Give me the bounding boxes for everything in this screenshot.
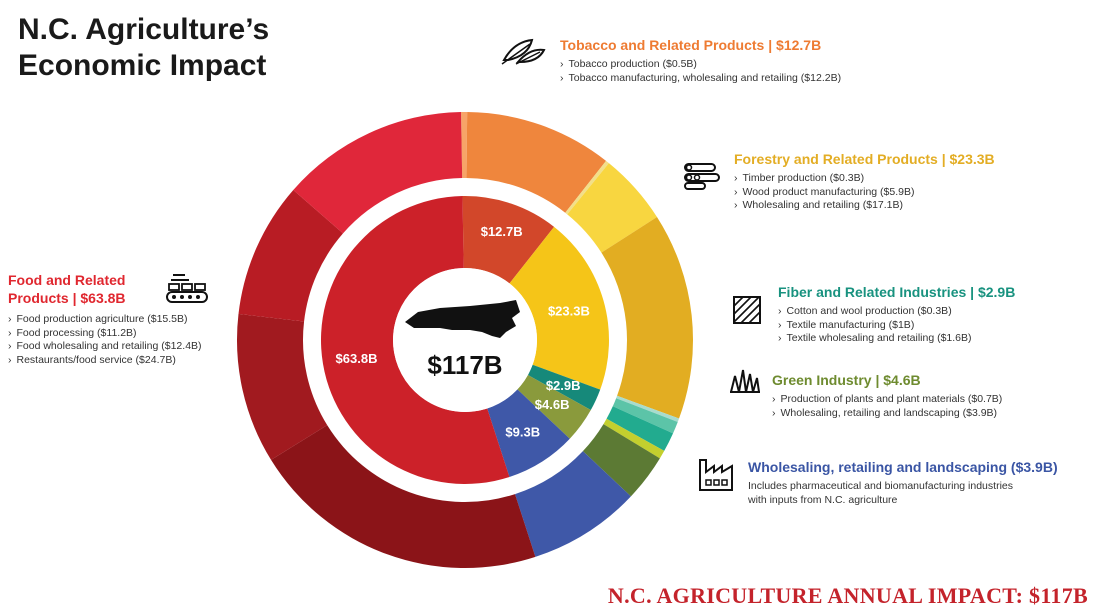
list-item: Food processing ($11.2B) [8,327,202,341]
list-item: Textile manufacturing ($1B) [778,319,1015,333]
logs-icon [684,163,720,190]
inner-slice [509,226,609,390]
slice-label: $63.8B [336,351,378,366]
list-item: Timber production ($0.3B) [734,172,995,186]
slice-label: $2.9B [546,378,581,393]
outer-slice [466,112,607,213]
outer-slice [461,112,468,179]
inner-slice [527,364,601,411]
legend-heading: Forestry and Related Products | $23.3B [734,151,995,167]
legend-desc-line: with inputs from N.C. agriculture [748,493,898,506]
list-item: Tobacco production ($0.5B) [560,58,841,72]
list-item: Cotton and wool production ($0.3B) [778,305,1015,319]
list-item: Wholesaling and retailing ($17.1B) [734,199,995,213]
list-item: Tobacco manufacturing, wholesaling and r… [560,72,842,86]
title-line-2: Economic Impact [18,49,267,82]
list-item: Textile wholesaling and retailing ($1.6B… [778,332,1015,346]
slice-label: $4.6B [535,397,570,412]
outer-slice [236,313,328,460]
leaf-icon [501,38,546,65]
legend-heading: Tobacco and Related Products | $12.7B [560,37,822,53]
list-item: Production of plants and plant materials… [772,393,1003,407]
outer-slice [603,418,665,459]
outer-slice [565,160,609,215]
inner-slice [462,196,555,284]
outer-slice [606,406,674,451]
legend-heading: Fiber and Related Industries | $2.9B [778,284,1016,300]
legend-wholesale: Wholesaling, retailing and landscaping (… [748,458,1058,507]
fabric-icon [733,296,761,324]
outer-slice [238,189,344,322]
outer-slice [612,398,678,434]
legend-food: Food and Related Products | $63.8B Food … [8,271,202,367]
legend-heading-2: Products | $63.8B [8,290,126,306]
legend-desc-line: Includes pharmaceutical and biomanufactu… [748,480,1013,492]
legend-heading-1: Food and Related [8,272,126,288]
slice-label: $23.3B [548,304,590,319]
inner-slice [487,389,570,477]
outer-slice [582,424,660,497]
list-item: Restaurants/food service ($24.7B) [8,354,202,368]
list-item: Wood product manufacturing ($5.9B) [734,186,995,200]
inner-ring [321,196,609,485]
legend-forestry: Forestry and Related Products | $23.3B T… [734,150,995,213]
factory-icon [699,459,733,491]
outer-slice [293,112,463,234]
list-item: Food wholesaling and retailing ($12.4B) [8,340,202,354]
outer-slice [601,217,693,419]
nc-state-icon [405,300,520,338]
page-title: N.C. Agriculture’s Economic Impact [18,12,269,84]
outer-ring [236,112,693,568]
center-total: $117B [427,350,503,380]
legend-fiber: Fiber and Related Industries | $2.9B Cot… [778,283,1015,346]
legend-heading: Wholesaling, retailing and landscaping (… [748,459,1058,475]
inner-slice [321,196,510,485]
slice-label: $9.3B [505,424,540,439]
grass-icon [730,369,760,393]
legend-green: Green Industry | $4.6B Production of pla… [772,371,1002,420]
slice-labels: $12.7B $23.3B $2.9B $4.6B $9.3B $63.8B [336,224,590,439]
title-line-1: N.C. Agriculture’s [18,13,270,46]
inner-slice [517,375,591,439]
outer-slice [515,451,631,557]
conveyor-icon [166,274,208,303]
legend-tobacco: Tobacco and Related Products | $12.7B To… [560,36,841,85]
list-item: Wholesaling, retailing and landscaping (… [772,407,1002,421]
center-hole [393,268,537,412]
footer-total: N.C. AGRICULTURE ANNUAL IMPACT: $117B [607,583,1088,608]
outer-slice [271,425,536,568]
legend-heading: Green Industry | $4.6B [772,372,921,388]
outer-slice [567,163,657,253]
slice-label: $12.7B [481,224,523,239]
outer-slice [616,395,680,422]
list-item: Food production agriculture ($15.5B) [8,313,202,327]
